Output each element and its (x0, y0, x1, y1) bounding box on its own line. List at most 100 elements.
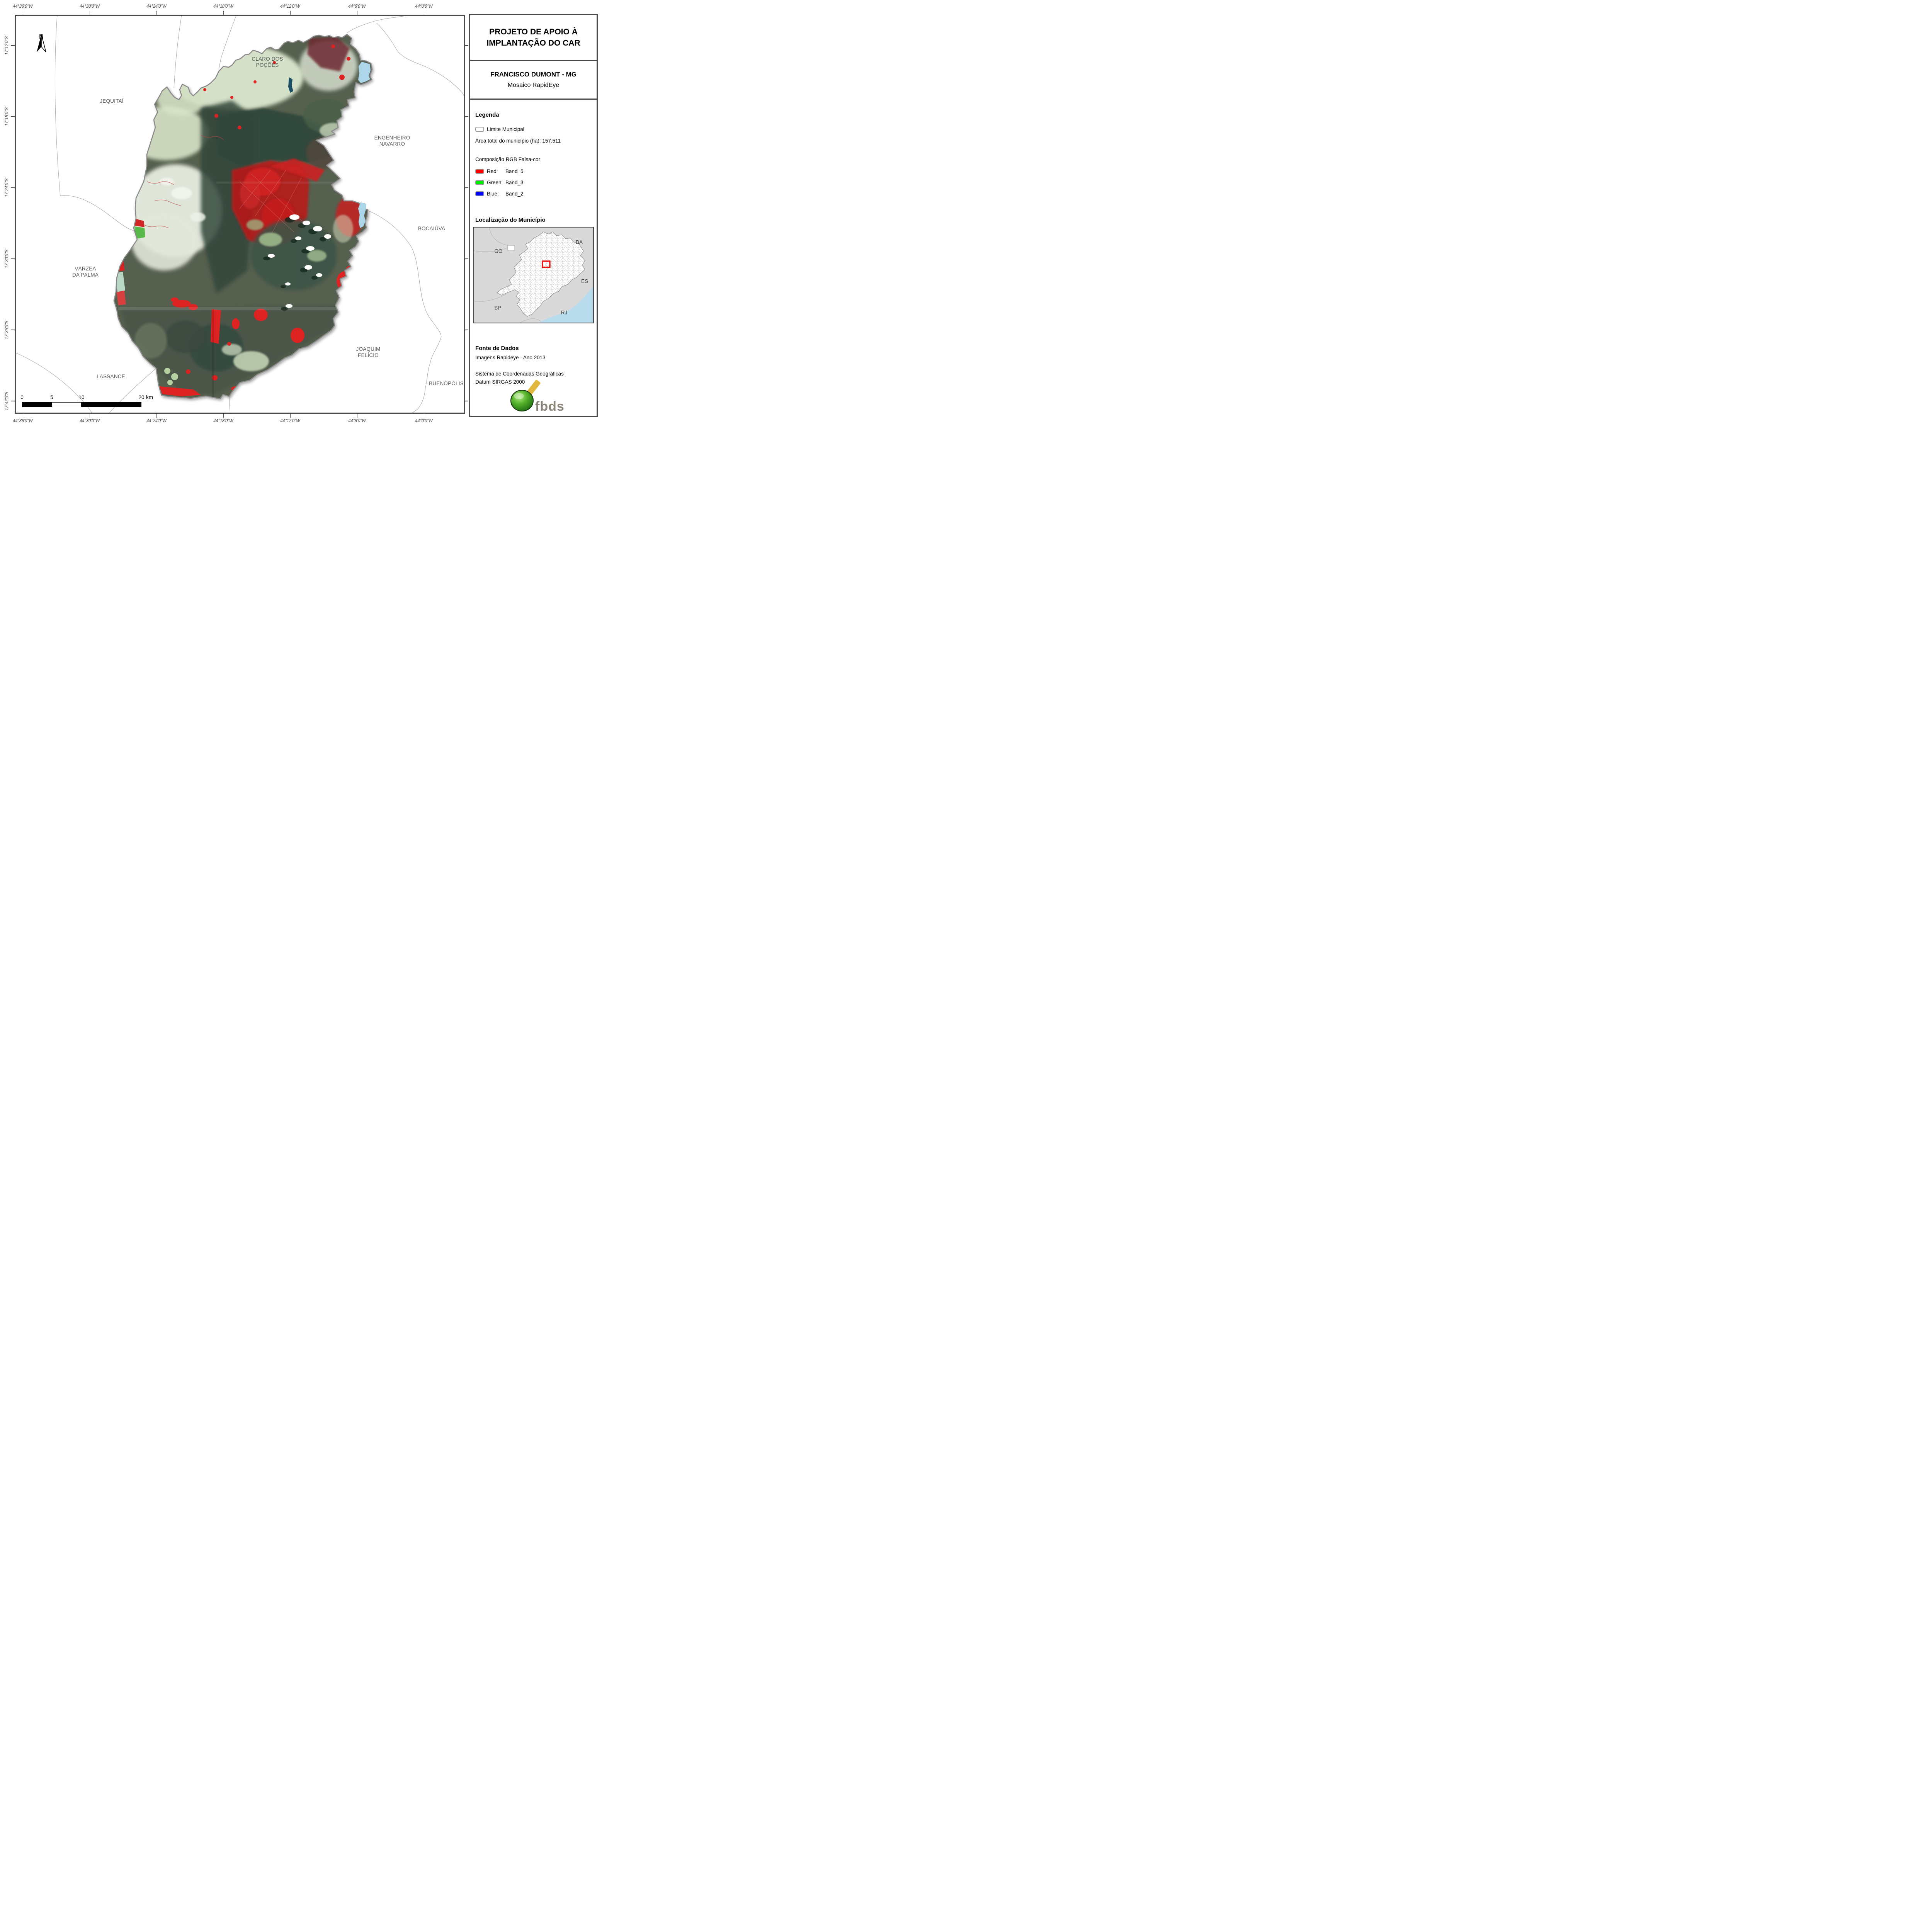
title-line1: PROJETO DE APOIO À (489, 27, 578, 36)
lat-label-left: 17°36'0"S (4, 320, 9, 340)
lat-tick-left (11, 187, 15, 188)
lon-label-top: 44°12'0"W (279, 3, 301, 9)
fbds-logo: fbds (507, 378, 585, 415)
lon-label-top: 44°6'0"W (347, 3, 367, 9)
lon-label-top: 44°36'0"W (12, 3, 34, 9)
source-line1: Imagens Rapideye - Ano 2013 (475, 355, 546, 360)
legend-limite-row: Limite Municipal (475, 126, 524, 133)
municipality-name: FRANCISCO DUMONT - MG (490, 71, 577, 78)
lat-tick-right (465, 45, 468, 46)
title-block: PROJETO DE APOIO À IMPLANTAÇÃO DO CAR (470, 15, 597, 60)
lon-tick-top (156, 11, 157, 15)
place-label: ENGENHEIRO NAVARRO (374, 135, 410, 147)
lon-tick-top (22, 11, 24, 15)
channel-band: Band_2 (505, 190, 524, 197)
lon-tick-top (290, 11, 291, 15)
source-heading: Fonte de Dados (475, 345, 519, 352)
rgb-channel-row: Red: Band_5 (475, 168, 524, 175)
state-label-go: GO (494, 248, 503, 254)
lon-label-bottom: 44°0'0"W (414, 418, 434, 423)
channel-band: Band_3 (505, 179, 524, 185)
lon-tick-bottom (156, 414, 157, 418)
state-label-es: ES (581, 278, 588, 284)
channel-name: Blue: (487, 190, 499, 197)
lat-tick-left (11, 258, 15, 259)
state-label-rj: RJ (561, 309, 568, 316)
limite-municipal-label: Limite Municipal (487, 126, 524, 132)
lon-label-bottom: 44°12'0"W (279, 418, 301, 423)
blue-swatch (475, 191, 484, 196)
place-label: VÁRZEA DA PALMA (72, 266, 99, 278)
lon-label-top: 44°0'0"W (414, 3, 434, 9)
location-heading: Localização do Município (475, 217, 546, 223)
lon-tick-top (223, 11, 224, 15)
lake-polygons (358, 61, 371, 228)
municipality-marker (542, 260, 551, 268)
product-name: Mosaico RapidEye (507, 82, 560, 88)
scalebar-number: 5 (50, 394, 53, 400)
scalebar-number: 0 (20, 394, 24, 400)
lon-tick-bottom (290, 414, 291, 418)
place-label: LASSANCE (97, 374, 125, 379)
lat-tick-right (465, 187, 468, 188)
ocean (539, 286, 593, 323)
channel-name: Red: (487, 168, 498, 174)
lat-label-left: 17°24'0"S (4, 178, 9, 198)
neighbor-boundary-lines (16, 16, 464, 413)
lat-label-left: 17°30'0"S (4, 249, 9, 269)
municipality-mesh (497, 232, 585, 316)
legend-heading: Legenda (475, 112, 499, 118)
lon-tick-bottom (22, 414, 24, 418)
reservoir-water (288, 77, 293, 93)
lat-tick-left (11, 116, 15, 117)
scalebar-segment-black (82, 402, 141, 407)
scalebar-number: 20 (138, 394, 145, 400)
lon-tick-bottom (423, 414, 425, 418)
scalebar-segment-white (52, 402, 82, 407)
source-line2: Sistema de Coordenadas Geográficas (475, 371, 564, 377)
enclave-shape (507, 245, 515, 251)
limite-municipal-swatch (475, 126, 484, 132)
lon-tick-bottom (223, 414, 224, 418)
municipality-mosaic (113, 34, 373, 399)
lat-label-left: 17°42'0"S (4, 391, 9, 411)
composition-heading: Composição RGB Falsa-cor (475, 156, 541, 162)
fbds-logo-text: fbds (535, 399, 565, 414)
green-swatch (475, 180, 484, 185)
lon-label-top: 44°24'0"W (146, 3, 167, 9)
rgb-channel-row: Blue: Band_2 (475, 190, 524, 197)
lat-tick-left (11, 45, 15, 46)
map-frame: CLARO DOS POÇÕES JEQUITAÍ ENGENHEIRO NAVARRO… (15, 15, 465, 414)
lon-tick-top (357, 11, 358, 15)
lon-tick-bottom (357, 414, 358, 418)
red-swatch (475, 168, 484, 174)
place-label: BOCAIÚVA (418, 226, 446, 231)
lat-tick-right (465, 116, 468, 117)
satellite-map-canvas (16, 16, 464, 413)
place-label: BUENÓPOLIS (429, 381, 464, 386)
lon-label-bottom: 44°24'0"W (146, 418, 167, 423)
lon-label-bottom: 44°6'0"W (347, 418, 367, 423)
north-arrow: N (34, 34, 48, 53)
north-arrow-icon (37, 34, 46, 53)
lat-tick-right (465, 258, 468, 259)
lon-label-bottom: 44°30'0"W (79, 418, 100, 423)
place-label: JEQUITAÍ (100, 98, 124, 104)
lat-label-left: 17°18'0"S (4, 107, 9, 127)
place-label: JOAQUIM FELÍCIO (356, 346, 381, 358)
inset-map-canvas (474, 228, 593, 323)
lon-tick-top (423, 11, 425, 15)
channel-band: Band_5 (505, 168, 524, 174)
lon-label-top: 44°18'0"W (213, 3, 234, 9)
info-panel: PROJETO DE APOIO À IMPLANTAÇÃO DO CAR FR… (469, 14, 598, 417)
place-label: CLARO DOS POÇÕES (252, 56, 283, 68)
rgb-channel-row: Green: Band_3 (475, 179, 524, 186)
area-total-text: Área total do município (ha): 157.511 (475, 138, 561, 144)
state-label-ba: BA (575, 239, 583, 245)
state-label-sp: SP (494, 305, 502, 311)
channel-name: Green: (487, 179, 503, 185)
scalebar-number: 10 (78, 394, 85, 400)
lon-label-bottom: 44°36'0"W (12, 418, 34, 423)
source-line3: Datum SIRGAS 2000 (475, 379, 525, 385)
scalebar-segment-black (22, 402, 52, 407)
